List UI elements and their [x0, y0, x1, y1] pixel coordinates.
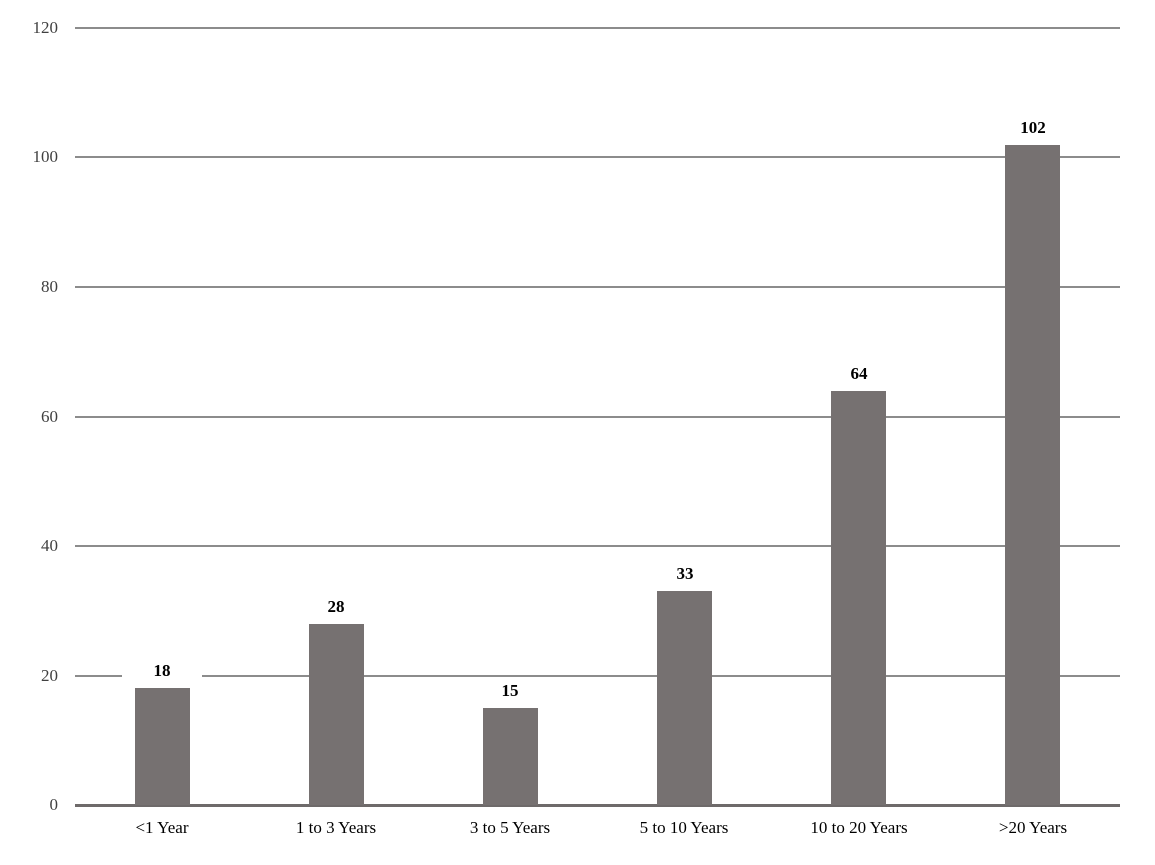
y-axis-tick-label: 20 — [41, 666, 58, 685]
bar-value-label: 15 — [470, 681, 550, 701]
gridline — [75, 286, 1120, 288]
bar — [1005, 145, 1060, 805]
y-axis-tick-label: 100 — [32, 147, 59, 166]
gridline — [75, 545, 1120, 547]
y-axis-tick-label: 40 — [41, 536, 58, 555]
category-label: 3 to 5 Years — [469, 818, 551, 837]
gridline — [75, 156, 1120, 158]
gridline — [75, 675, 1120, 677]
y-axis-tick-label: 120 — [32, 18, 59, 37]
gridline — [75, 27, 1120, 29]
category-label: 5 to 10 Years — [639, 818, 729, 837]
bar — [657, 591, 712, 805]
y-axis-tick-label: 60 — [41, 407, 58, 426]
y-axis-tick-label: 80 — [41, 277, 58, 296]
category-label: 10 to 20 Years — [810, 818, 908, 837]
bar-value-label: 64 — [819, 364, 899, 384]
bar — [309, 624, 364, 805]
category-label: <1 Year — [135, 818, 189, 837]
bar — [135, 688, 190, 805]
bar — [483, 708, 538, 805]
x-axis-line — [75, 804, 1120, 807]
category-label: 1 to 3 Years — [295, 818, 377, 837]
category-label: >20 Years — [998, 818, 1068, 837]
bar-value-label: 33 — [645, 564, 725, 584]
bar-value-label: 102 — [993, 118, 1073, 138]
bar-value-label: 28 — [296, 597, 376, 617]
y-axis-tick-label: 0 — [49, 795, 59, 814]
bar-value-label: 18 — [122, 661, 202, 681]
bar — [831, 391, 886, 805]
gridline — [75, 416, 1120, 418]
